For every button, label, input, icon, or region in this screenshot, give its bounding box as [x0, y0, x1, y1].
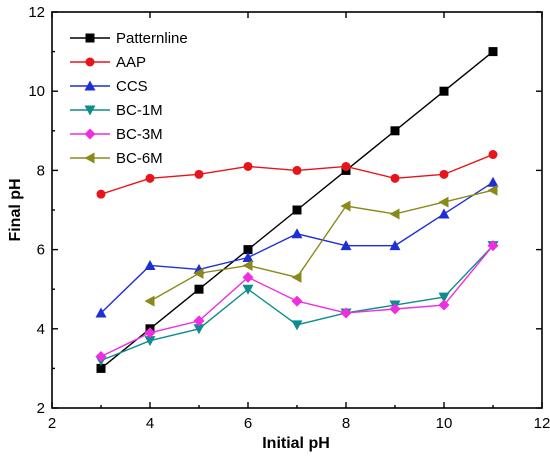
data-point: [291, 295, 303, 307]
legend: Patternline AAP CCS BC-1M BC-3M BC-6M: [70, 30, 188, 167]
legend-label: BC-6M: [116, 150, 163, 167]
legend-item: Patternline: [70, 30, 188, 47]
legend-item: AAP: [70, 54, 146, 71]
data-point: [242, 271, 254, 283]
legend-item: BC-1M: [70, 102, 163, 119]
legend-marker: [84, 105, 96, 116]
series-bc-3m: [95, 240, 499, 363]
x-tick-label: 2: [48, 415, 56, 432]
data-point: [291, 271, 302, 283]
y-tick-label: 4: [37, 321, 45, 338]
legend-label: AAP: [116, 54, 146, 71]
data-point: [389, 240, 401, 251]
data-point: [144, 295, 155, 307]
data-point: [96, 189, 106, 199]
y-tick-label: 10: [28, 83, 45, 100]
data-point: [438, 208, 450, 219]
y-tick-label: 12: [28, 4, 45, 21]
x-tick-label: 6: [244, 415, 252, 432]
data-point: [341, 161, 351, 171]
data-point: [438, 299, 450, 311]
y-tick-label: 6: [37, 242, 45, 259]
data-point: [243, 245, 253, 255]
data-point: [292, 165, 302, 175]
x-tick-label: 4: [146, 415, 154, 432]
data-point: [144, 336, 156, 347]
data-point: [193, 315, 205, 327]
y-axis-title: Final pH: [7, 178, 24, 241]
y-tick-label: 8: [37, 162, 45, 179]
data-point: [390, 126, 400, 136]
series-ccs: [95, 176, 499, 318]
axes: 2 4 6 8 10 12 2 4 6 8 10 12: [28, 4, 550, 432]
data-point: [487, 240, 499, 252]
data-point: [438, 196, 449, 208]
series-line: [100, 181, 494, 314]
data-point: [292, 205, 302, 215]
x-tick-label: 8: [342, 415, 350, 432]
data-point: [144, 327, 156, 339]
data-point: [340, 240, 352, 251]
series-aap: [96, 150, 498, 199]
x-axis-title: Initial pH: [262, 435, 330, 452]
data-point: [95, 307, 107, 318]
x-tick-label: 10: [436, 415, 453, 432]
data-point: [487, 176, 499, 187]
legend-marker: [84, 152, 95, 164]
data-point: [193, 324, 205, 335]
legend-marker: [85, 33, 95, 43]
data-point: [488, 150, 498, 160]
data-point: [389, 208, 400, 220]
x-tick-label: 12: [534, 415, 550, 432]
legend-item: CCS: [70, 78, 148, 95]
legend-label: CCS: [116, 78, 148, 95]
data-point: [340, 307, 352, 319]
series-layer: [95, 47, 499, 373]
data-point: [145, 173, 155, 183]
data-point: [194, 284, 204, 294]
legend-marker: [84, 128, 96, 140]
data-point: [193, 267, 204, 279]
series-line: [149, 189, 494, 302]
data-point: [291, 228, 303, 239]
legend-marker: [85, 57, 95, 67]
legend-item: BC-3M: [70, 126, 163, 143]
data-point: [439, 86, 449, 96]
legend-label: Patternline: [116, 30, 188, 47]
data-point: [340, 200, 351, 212]
data-point: [242, 284, 254, 295]
series-bc-6m: [144, 184, 498, 307]
legend-marker: [84, 80, 96, 91]
legend-label: BC-3M: [116, 126, 163, 143]
y-tick-label: 2: [37, 400, 45, 417]
data-point: [487, 184, 498, 196]
data-point: [488, 47, 498, 57]
legend-label: BC-1M: [116, 102, 163, 119]
data-point: [242, 252, 254, 263]
data-point: [144, 259, 156, 270]
data-point: [439, 169, 449, 179]
data-point: [291, 320, 303, 331]
data-point: [389, 303, 401, 315]
data-point: [242, 259, 253, 271]
legend-item: BC-6M: [70, 150, 163, 167]
data-point: [96, 363, 106, 373]
data-point: [95, 351, 107, 363]
data-point: [243, 161, 253, 171]
data-point: [194, 169, 204, 179]
data-point: [438, 292, 450, 303]
data-point: [390, 173, 400, 183]
